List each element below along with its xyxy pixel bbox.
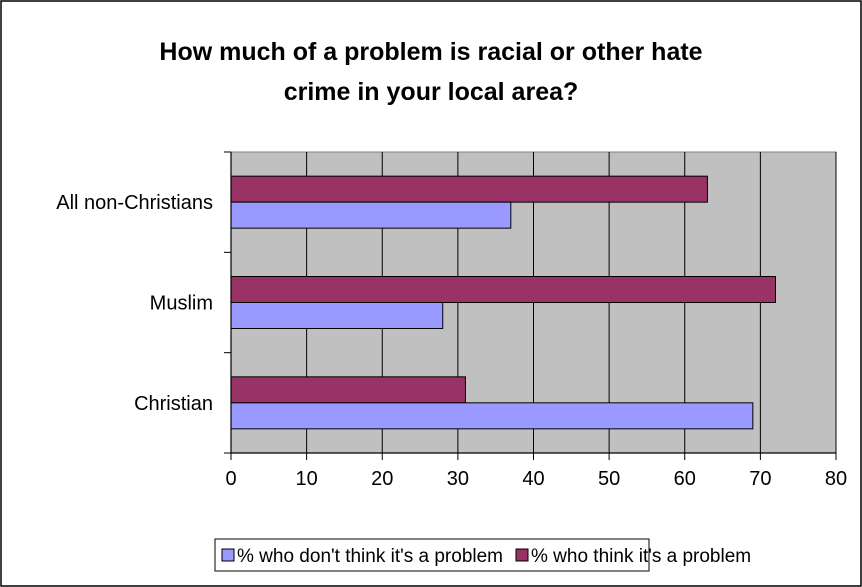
- axes: 0 10 20 30 40 50 60 70 80 All non-Christians Musli…: [56, 151, 847, 490]
- bar-dont-think-problem: [230, 302, 444, 329]
- chart-title-line-2: crime in your local area?: [284, 78, 579, 106]
- legend-label: % who think it's a problem: [531, 546, 751, 567]
- bar-dont-think-problem: [230, 201, 512, 229]
- y-category-label: Christian: [134, 393, 213, 415]
- x-tick-label: 70: [749, 468, 771, 490]
- x-tick-label: 50: [598, 468, 620, 490]
- x-tick-label: 10: [296, 468, 318, 490]
- y-category-label: Muslim: [150, 293, 213, 315]
- bar-think-problem: [230, 276, 776, 303]
- bar-think-problem: [230, 175, 708, 203]
- legend: % who don't think it's a problem % who th…: [214, 538, 751, 572]
- x-tick-label: 20: [371, 468, 393, 490]
- x-tick-label: 40: [522, 468, 544, 490]
- x-tick-label: 30: [447, 468, 469, 490]
- bar-think-problem: [230, 376, 466, 404]
- bar-dont-think-problem: [230, 402, 754, 430]
- x-tick-label: 0: [225, 468, 236, 490]
- x-tick-label: 80: [825, 468, 847, 490]
- chart-title-line-1: How much of a problem is racial or other…: [159, 38, 702, 66]
- bars: [230, 175, 776, 430]
- legend-swatch: [515, 548, 529, 562]
- y-category-label: All non-Christians: [56, 192, 213, 214]
- legend-box: [214, 538, 650, 572]
- legend-label: % who don't think it's a problem: [237, 546, 503, 567]
- legend-swatch: [221, 548, 235, 562]
- x-tick-label: 60: [674, 468, 696, 490]
